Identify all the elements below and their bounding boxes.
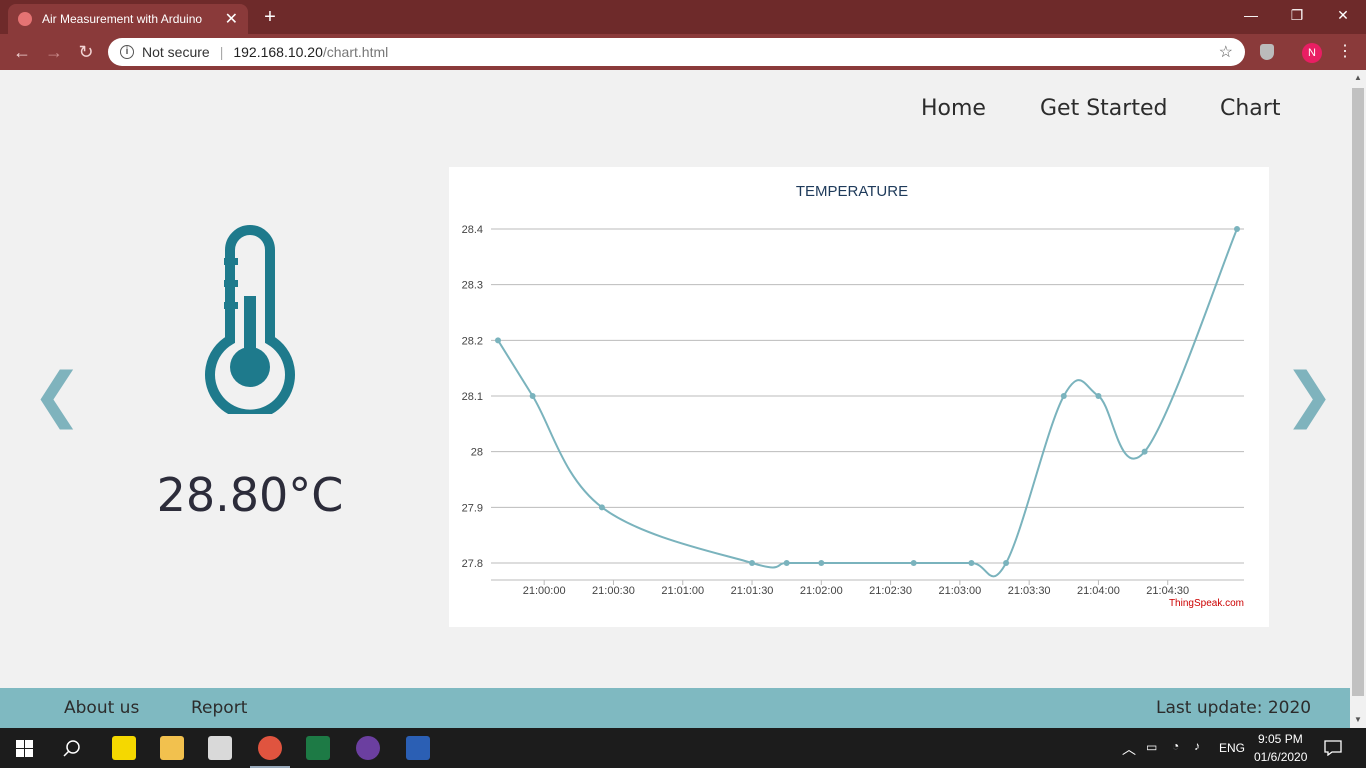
volume-icon[interactable]: ♪ xyxy=(1194,739,1200,753)
security-label: Not secure xyxy=(142,44,210,60)
word-icon[interactable] xyxy=(406,736,430,760)
info-icon[interactable]: i xyxy=(120,45,134,59)
x-tick-label: 21:04:00 xyxy=(1077,585,1120,597)
snipping-tool-icon[interactable] xyxy=(208,736,232,760)
back-icon[interactable]: ← xyxy=(13,42,31,62)
shield-extension-icon[interactable] xyxy=(1260,44,1274,60)
scroll-down-icon[interactable]: ▼ xyxy=(1354,715,1362,724)
browser-menu-icon[interactable]: ⋮ xyxy=(1337,43,1353,60)
x-tick-label: 21:02:30 xyxy=(869,585,912,597)
data-point[interactable] xyxy=(1095,393,1102,399)
data-point[interactable] xyxy=(1141,448,1148,455)
x-tick-label: 21:03:30 xyxy=(1008,585,1051,597)
page-scrollbar[interactable]: ▲ ▼ xyxy=(1350,70,1366,728)
x-tick-label: 21:00:00 xyxy=(523,585,566,597)
clock-date[interactable]: 01/6/2020 xyxy=(1254,750,1308,764)
thermometer-icon xyxy=(205,225,295,414)
new-tab-button[interactable]: + xyxy=(264,6,276,28)
address-bar[interactable]: i Not secure | 192.168.10.20/chart.html … xyxy=(108,38,1245,66)
data-point[interactable] xyxy=(529,393,536,399)
restore-button[interactable]: ❐ xyxy=(1290,7,1304,23)
chart-grid xyxy=(491,228,1244,581)
page-body: Home Get Started Chart ❮ ❯ 28.80°C TEMPE… xyxy=(0,70,1350,728)
chart-title: TEMPERATURE xyxy=(796,183,908,200)
file-explorer-icon[interactable] xyxy=(160,736,184,760)
sticky-notes-icon[interactable] xyxy=(112,736,136,760)
nav-home[interactable]: Home xyxy=(921,96,986,121)
active-app-indicator xyxy=(250,766,290,768)
close-tab-icon[interactable]: ✕ xyxy=(224,11,238,28)
y-tick-label: 28 xyxy=(471,447,483,459)
data-point[interactable] xyxy=(1234,226,1240,232)
temperature-series-line xyxy=(497,228,1238,578)
footer: About us Report Last update: 2020 xyxy=(0,688,1350,728)
footer-report-link[interactable]: Report xyxy=(191,698,248,718)
search-icon[interactable] xyxy=(63,739,81,757)
scrollbar-thumb[interactable] xyxy=(1352,88,1364,696)
chrome-icon[interactable] xyxy=(258,736,282,760)
data-point[interactable] xyxy=(818,560,825,566)
cat-app-icon[interactable] xyxy=(356,736,380,760)
y-tick-label: 27.9 xyxy=(462,502,483,514)
browser-toolbar: ← → ↻ i Not secure | 192.168.10.20/chart… xyxy=(0,34,1366,70)
temperature-chart: TEMPERATURE 28.4 28.3 28.2 28.1 28 27.9 27.8 2… xyxy=(449,167,1269,627)
nav-get-started[interactable]: Get Started xyxy=(1040,96,1168,121)
language-indicator[interactable]: ENG xyxy=(1219,741,1246,755)
y-tick-label: 28.2 xyxy=(462,335,483,347)
close-window-button[interactable]: ✕ xyxy=(1337,7,1349,23)
battery-icon[interactable]: ▭ xyxy=(1146,740,1158,754)
minimize-button[interactable]: — xyxy=(1244,7,1258,23)
data-point[interactable] xyxy=(783,560,790,566)
data-point[interactable] xyxy=(968,560,975,566)
separator: | xyxy=(219,44,224,60)
bookmark-star-icon[interactable]: ☆ xyxy=(1218,44,1233,61)
nav-chart[interactable]: Chart xyxy=(1220,96,1281,121)
windows-start-icon[interactable] xyxy=(16,740,33,757)
url-host: 192.168.10.20 xyxy=(233,44,323,60)
taskbar: ︿ ▭ ◔ ♪ ENG 9:05 PM 01/6/2020 xyxy=(0,728,1366,768)
x-axis-labels: 21:00:00 21:00:30 21:01:00 21:01:30 21:02:00… xyxy=(523,580,1189,597)
x-tick-label: 21:02:00 xyxy=(800,585,843,597)
x-tick-label: 21:01:00 xyxy=(661,585,704,597)
x-tick-label: 21:01:30 xyxy=(731,585,774,597)
tab-title: Air Measurement with Arduino xyxy=(42,12,203,26)
y-axis-labels: 28.4 28.3 28.2 28.1 28 27.9 27.8 xyxy=(462,224,483,570)
excel-icon[interactable] xyxy=(306,736,330,760)
x-tick-label: 21:00:30 xyxy=(592,585,635,597)
reload-icon[interactable]: ↻ xyxy=(78,42,94,62)
chevron-up-icon[interactable]: ︿ xyxy=(1122,741,1136,757)
y-tick-label: 27.8 xyxy=(462,558,483,570)
globe-icon xyxy=(18,12,32,26)
next-arrow-icon[interactable]: ❯ xyxy=(1284,360,1335,430)
notifications-icon[interactable] xyxy=(1324,740,1342,756)
wifi-icon[interactable]: ◔ xyxy=(1172,739,1180,753)
data-point[interactable] xyxy=(598,504,605,511)
profile-avatar[interactable]: N xyxy=(1302,43,1322,63)
clock-time[interactable]: 9:05 PM xyxy=(1258,732,1303,746)
data-point[interactable] xyxy=(910,560,917,566)
y-tick-label: 28.1 xyxy=(462,391,483,403)
forward-icon[interactable]: → xyxy=(45,42,63,62)
chart-credit[interactable]: ThingSpeak.com xyxy=(1169,598,1244,609)
x-tick-label: 21:03:00 xyxy=(938,585,981,597)
x-tick-label: 21:04:30 xyxy=(1146,585,1189,597)
data-point[interactable] xyxy=(749,560,756,566)
temperature-value: 28.80°C xyxy=(156,468,344,522)
last-update: Last update: 2020 xyxy=(1156,698,1312,718)
data-point[interactable] xyxy=(1060,393,1067,399)
browser-tab-bar: Air Measurement with Arduino ✕ + — ❐ ✕ xyxy=(0,0,1366,34)
y-tick-label: 28.4 xyxy=(462,224,483,236)
data-point[interactable] xyxy=(1003,560,1010,566)
footer-about-link[interactable]: About us xyxy=(64,698,140,718)
browser-tab[interactable]: Air Measurement with Arduino ✕ xyxy=(8,4,248,34)
data-point[interactable] xyxy=(495,337,501,344)
prev-arrow-icon[interactable]: ❮ xyxy=(32,360,83,430)
data-points xyxy=(495,226,1240,566)
url-path: /chart.html xyxy=(322,44,389,60)
y-tick-label: 28.3 xyxy=(462,280,483,292)
chart-canvas: TEMPERATURE 28.4 28.3 28.2 28.1 28 27.9 27.8 2… xyxy=(462,183,1244,609)
scroll-up-icon[interactable]: ▲ xyxy=(1354,73,1362,82)
